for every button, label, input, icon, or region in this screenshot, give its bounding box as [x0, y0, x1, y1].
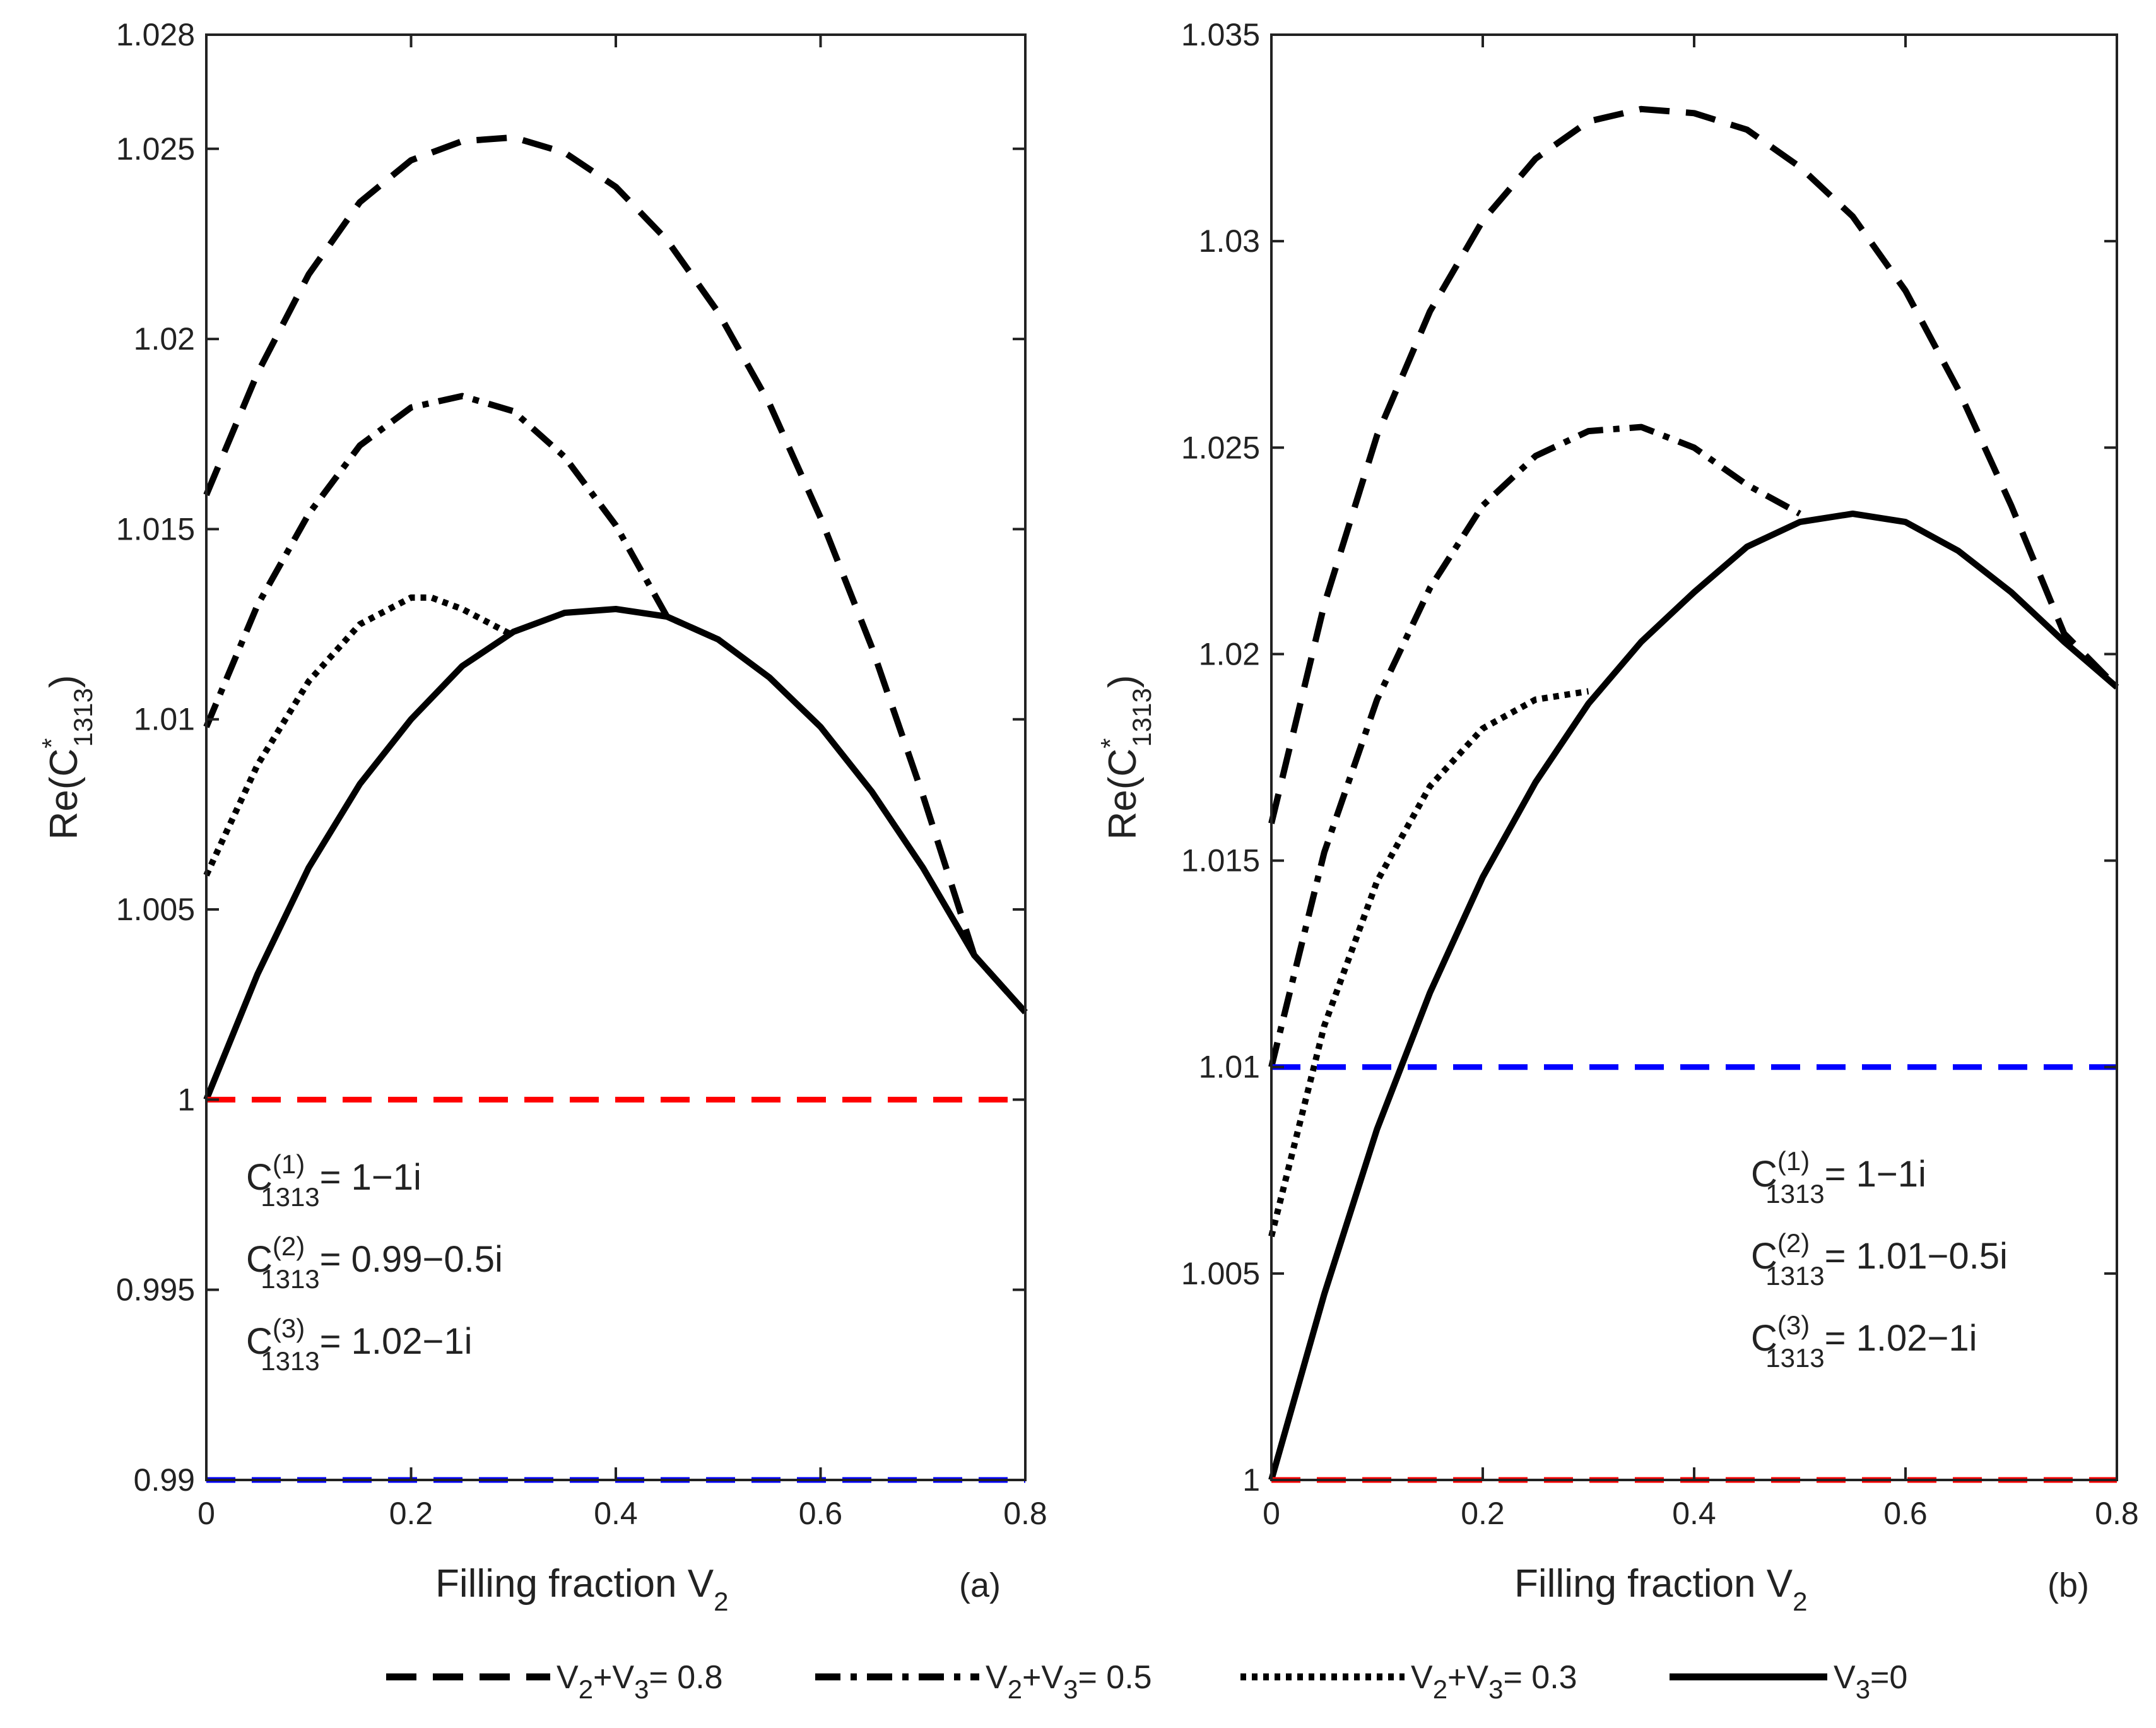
panel-a-annotation-3: C(3) 1313= 1.02−1i	[246, 1313, 473, 1376]
panel-b-ytick-label: 1.03	[1199, 223, 1260, 259]
legend-label-05: V2+V3= 0.5	[986, 1659, 1152, 1704]
panel-a-ytick-label: 1.015	[116, 511, 195, 547]
panel-a-xtick-label: 0	[197, 1496, 215, 1531]
legend: V2+V3= 0.8 V2+V3= 0.5 V2+V3= 0.3 V3=0	[386, 1659, 1907, 1704]
panel-b-ylabel: Re(C*1313)	[1095, 675, 1157, 839]
panel-b-xtick-label: 0.4	[1672, 1496, 1716, 1531]
legend-item-00: V3=0	[1670, 1659, 1907, 1704]
panel-a-xlabel: Filling fraction V2	[435, 1562, 728, 1616]
panel-b-xtick-label: 0.2	[1461, 1496, 1505, 1531]
panel-b-series-v2-v3-0-5	[1268, 423, 1801, 1068]
panel-a-xtick-label: 0.6	[799, 1496, 843, 1531]
panel-b-ytick-label: 1.005	[1181, 1256, 1260, 1291]
panel-b-ytick-label: 1.015	[1181, 843, 1260, 879]
panel-b-ytick-label: 1.02	[1199, 636, 1260, 672]
panel-b-ytick-label: 1.025	[1181, 430, 1260, 465]
panel-b-ytick-label: 1.035	[1181, 17, 1260, 52]
panel-a-ticks: 0 0.2 0.4 0.6 0.8 0.99 0.995 1 1.005 1.01 1.015 1.0…	[116, 17, 1047, 1531]
panel-b-series-v3-0	[1268, 511, 2119, 1481]
panel-b-series-v2-v3-0-3	[1268, 688, 1589, 1238]
panel-a-xtick-label: 0.4	[594, 1496, 638, 1531]
panel-b-xtick-label: 0.8	[2095, 1496, 2139, 1531]
panel-b-annotations: C(1) 1313= 1−1i C(2) 1313= 1.01−0.5i C(3) 1…	[1751, 1146, 2008, 1373]
panel-a-ytick-label: 1.005	[116, 892, 195, 927]
panel-b-xtick-label: 0.6	[1883, 1496, 1928, 1531]
panel-b-xlabel: Filling fraction V2	[1514, 1562, 1807, 1616]
panel-a-series-v2-v3-0-3	[203, 594, 515, 877]
panel-a: 0 0.2 0.4 0.6 0.8 0.99 0.995 1 1.005 1.01 1.015 1.0…	[37, 17, 1047, 1616]
legend-label-03: V2+V3= 0.3	[1411, 1659, 1577, 1704]
panel-a-annotation-1: C(1) 1313= 1−1i	[246, 1149, 421, 1212]
panel-b-ytick-label: 1.01	[1199, 1050, 1260, 1085]
panel-b-label: (b)	[2047, 1566, 2089, 1604]
panel-b: 0 0.2 0.4 0.6 0.8 1 1.005 1.01 1.015 1.02 1.025 1.0…	[1095, 17, 2139, 1616]
legend-item-05: V2+V3= 0.5	[815, 1659, 1152, 1704]
panel-a-series-v3-0	[203, 606, 1028, 1101]
panel-a-ytick-label: 0.99	[134, 1462, 195, 1498]
panel-a-ytick-label: 1.01	[134, 702, 195, 737]
legend-label-00: V3=0	[1834, 1659, 1907, 1704]
panel-b-ytick-label: 1	[1242, 1462, 1260, 1498]
panel-a-ytick-label: 1.02	[134, 321, 195, 357]
panel-b-xtick-label: 0	[1263, 1496, 1280, 1531]
panel-a-ytick-label: 0.995	[116, 1272, 195, 1308]
panel-a-ytick-label: 1.028	[116, 17, 195, 52]
panel-b-annotation-3: C(3) 1313= 1.02−1i	[1751, 1310, 1977, 1373]
legend-label-08: V2+V3= 0.8	[557, 1659, 723, 1704]
legend-item-08: V2+V3= 0.8	[386, 1659, 723, 1704]
panel-a-ytick-label: 1.025	[116, 131, 195, 167]
panel-a-annotations: C(1) 1313= 1−1i C(2) 1313= 0.99−0.5i C(3) 1…	[246, 1149, 503, 1376]
panel-a-ylabel: Re(C*1313)	[37, 675, 98, 839]
legend-item-03: V2+V3= 0.3	[1240, 1659, 1577, 1704]
panel-a-label: (a)	[959, 1566, 1001, 1604]
panel-b-ticks: 0 0.2 0.4 0.6 0.8 1 1.005 1.01 1.015 1.02 1.025 1.0…	[1181, 17, 2139, 1531]
panel-a-ytick-label: 1	[177, 1082, 195, 1117]
panel-b-annotation-1: C(1) 1313= 1−1i	[1751, 1146, 1926, 1209]
panel-a-series-v2-v3-0-8	[203, 134, 1028, 1015]
panel-a-xtick-label: 0.8	[1003, 1496, 1047, 1531]
panel-a-annotation-2: C(2) 1313= 0.99−0.5i	[246, 1231, 503, 1294]
panel-b-annotation-2: C(2) 1313= 1.01−0.5i	[1751, 1228, 2008, 1291]
panel-b-series-v2-v3-0-8	[1268, 105, 2119, 824]
panel-a-series-v2-v3-0-5	[203, 393, 720, 728]
panel-a-xtick-label: 0.2	[389, 1496, 433, 1531]
